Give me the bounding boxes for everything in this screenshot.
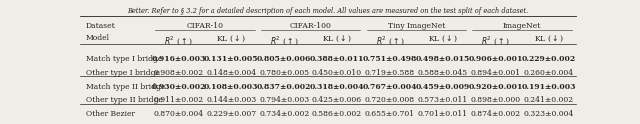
Text: 0.425±0.006: 0.425±0.006 bbox=[312, 96, 362, 104]
Text: Match type II bridge: Match type II bridge bbox=[86, 83, 165, 91]
Text: 0.260±0.004: 0.260±0.004 bbox=[524, 69, 573, 77]
Text: 0.573±0.011: 0.573±0.011 bbox=[418, 96, 468, 104]
Text: 0.898±0.000: 0.898±0.000 bbox=[470, 96, 521, 104]
Text: 0.318±0.004: 0.318±0.004 bbox=[310, 83, 364, 91]
Text: KL ($\downarrow$): KL ($\downarrow$) bbox=[216, 34, 246, 44]
Text: 0.459±0.009: 0.459±0.009 bbox=[415, 83, 470, 91]
Text: 0.655±0.701: 0.655±0.701 bbox=[365, 110, 415, 118]
Text: $R^2$ ($\uparrow$): $R^2$ ($\uparrow$) bbox=[376, 34, 404, 47]
Text: 0.930±0.002: 0.930±0.002 bbox=[151, 83, 205, 91]
Text: 0.894±0.001: 0.894±0.001 bbox=[470, 69, 521, 77]
Text: $R^2$ ($\uparrow$): $R^2$ ($\uparrow$) bbox=[164, 34, 193, 47]
Text: 0.870±0.004: 0.870±0.004 bbox=[154, 110, 204, 118]
Text: ImageNet: ImageNet bbox=[503, 22, 541, 30]
Text: $R^2$ ($\uparrow$): $R^2$ ($\uparrow$) bbox=[269, 34, 298, 47]
Text: 0.498±0.015: 0.498±0.015 bbox=[415, 55, 470, 63]
Text: 0.701±0.011: 0.701±0.011 bbox=[418, 110, 468, 118]
Text: Model: Model bbox=[86, 34, 110, 42]
Text: Match type I bridge: Match type I bridge bbox=[86, 55, 163, 63]
Text: 0.191±0.003: 0.191±0.003 bbox=[522, 83, 576, 91]
Text: Other Bezier: Other Bezier bbox=[86, 110, 135, 118]
Text: Other type II bridge: Other type II bridge bbox=[86, 96, 163, 104]
Text: 0.837±0.002: 0.837±0.002 bbox=[257, 83, 311, 91]
Text: 0.241±0.002: 0.241±0.002 bbox=[524, 96, 573, 104]
Text: 0.148±0.004: 0.148±0.004 bbox=[206, 69, 256, 77]
Text: 0.794±0.003: 0.794±0.003 bbox=[259, 96, 309, 104]
Text: 0.229±0.007: 0.229±0.007 bbox=[206, 110, 256, 118]
Text: 0.131±0.005: 0.131±0.005 bbox=[204, 55, 259, 63]
Text: 0.805±0.006: 0.805±0.006 bbox=[257, 55, 311, 63]
Text: 0.916±0.003: 0.916±0.003 bbox=[151, 55, 205, 63]
Text: 0.719±0.588: 0.719±0.588 bbox=[365, 69, 415, 77]
Text: 0.767±0.004: 0.767±0.004 bbox=[363, 83, 417, 91]
Text: CIFAR-10: CIFAR-10 bbox=[186, 22, 223, 30]
Text: 0.920±0.001: 0.920±0.001 bbox=[468, 83, 523, 91]
Text: 0.588±0.045: 0.588±0.045 bbox=[418, 69, 468, 77]
Text: 0.229±0.002: 0.229±0.002 bbox=[522, 55, 575, 63]
Text: 0.908±0.002: 0.908±0.002 bbox=[154, 69, 204, 77]
Text: 0.144±0.003: 0.144±0.003 bbox=[206, 96, 257, 104]
Text: Tiny ImageNet: Tiny ImageNet bbox=[388, 22, 445, 30]
Text: 0.586±0.002: 0.586±0.002 bbox=[312, 110, 362, 118]
Text: 0.323±0.004: 0.323±0.004 bbox=[524, 110, 573, 118]
Text: 0.780±0.005: 0.780±0.005 bbox=[259, 69, 309, 77]
Text: 0.388±0.011: 0.388±0.011 bbox=[310, 55, 364, 63]
Text: 0.906±0.001: 0.906±0.001 bbox=[468, 55, 523, 63]
Text: $R^2$ ($\uparrow$): $R^2$ ($\uparrow$) bbox=[481, 34, 510, 47]
Text: 0.911±0.002: 0.911±0.002 bbox=[154, 96, 204, 104]
Text: KL ($\downarrow$): KL ($\downarrow$) bbox=[428, 34, 458, 44]
Text: 0.874±0.002: 0.874±0.002 bbox=[470, 110, 521, 118]
Text: 0.734±0.002: 0.734±0.002 bbox=[259, 110, 309, 118]
Text: 0.720±0.008: 0.720±0.008 bbox=[365, 96, 415, 104]
Text: CIFAR-100: CIFAR-100 bbox=[290, 22, 332, 30]
Text: KL ($\downarrow$): KL ($\downarrow$) bbox=[534, 34, 564, 44]
Text: KL ($\downarrow$): KL ($\downarrow$) bbox=[322, 34, 352, 44]
Text: Dataset: Dataset bbox=[86, 22, 116, 30]
Text: 0.450±0.010: 0.450±0.010 bbox=[312, 69, 362, 77]
Text: 0.751±0.498: 0.751±0.498 bbox=[363, 55, 417, 63]
Text: 0.108±0.003: 0.108±0.003 bbox=[204, 83, 259, 91]
Text: Better. Refer to § 3.2 for a detailed description of each model. All values are : Better. Refer to § 3.2 for a detailed de… bbox=[127, 7, 529, 15]
Text: Other type I bridge: Other type I bridge bbox=[86, 69, 160, 77]
